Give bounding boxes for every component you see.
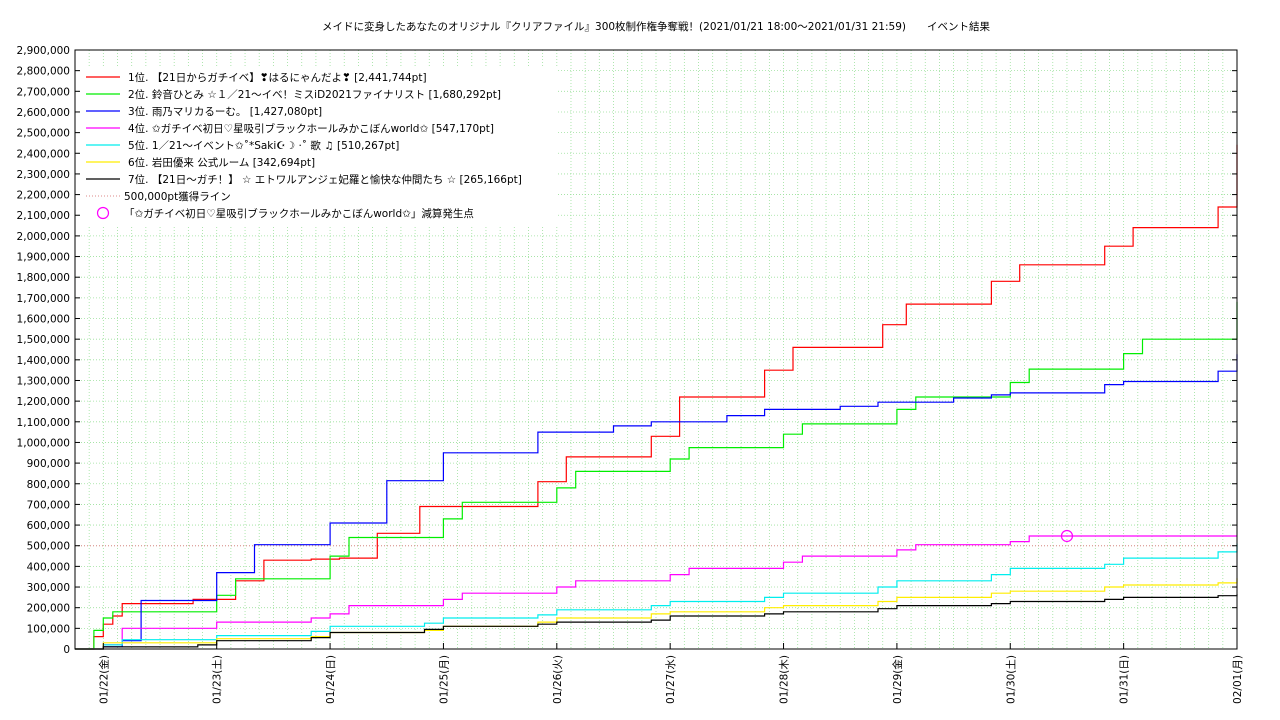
y-tick-label: 800,000 <box>27 479 70 491</box>
legend-swatch-marker <box>96 206 110 220</box>
series-line-5 <box>75 543 1238 650</box>
legend-label-reference: 500,000pt獲得ライン <box>124 190 231 203</box>
y-axis: 0 100,000 200,000 300,000 400,000 500,000 600,… <box>17 45 1237 656</box>
legend-label-6: 6位. 岩田優来 公式ルーム [342,694pt] <box>128 156 315 169</box>
y-tick-label: 1,400,000 <box>17 355 70 367</box>
series-line-3 <box>75 354 1238 650</box>
plot-frame <box>74 49 1238 650</box>
y-tick-label: 1,000,000 <box>17 437 70 449</box>
legend-label-2: 2位. 鈴音ひとみ ☆１／21〜イベ！ミスiD2021ファイナリスト [1,68… <box>128 88 501 101</box>
y-tick-label: 600,000 <box>27 520 70 532</box>
legend: 1位. 【21日からガチイベ】❣はるにゃんだよ❣ [2,441,744pt] 2位… <box>80 66 558 226</box>
y-tick-label: 100,000 <box>27 623 70 635</box>
series-line-7 <box>75 594 1238 650</box>
x-tick-label: 01/22(金) <box>97 655 110 704</box>
series-line-4 <box>75 535 1237 650</box>
y-tick-label: 700,000 <box>27 499 70 511</box>
y-tick-label: 2,300,000 <box>17 169 70 181</box>
x-tick-label: 01/27(水) <box>665 655 677 704</box>
x-tick-label: 01/30(土) <box>1004 655 1017 704</box>
legend-label-3: 3位. 雨乃マリカるーむ。 [1,427,080pt] <box>128 105 322 118</box>
y-tick-label: 900,000 <box>27 458 70 470</box>
y-tick-label: 2,400,000 <box>17 148 70 160</box>
legend-label-1: 1位. 【21日からガチイベ】❣はるにゃんだよ❣ [2,441,744pt] <box>128 71 427 84</box>
deduction-marker <box>1060 529 1074 543</box>
x-tick-label: 01/23(土) <box>211 655 224 704</box>
legend-label-marker: 「✩ガチイベ初日♡星吸引ブラックホールみかこぼんworld✩」減算発生点 <box>124 207 474 220</box>
legend-label-7: 7位. 【21日〜ガチ！】 ☆ エトワルアンジェ妃羅と愉快な仲間たち ☆ [26… <box>128 173 522 186</box>
y-tick-label: 2,600,000 <box>17 107 70 119</box>
x-tick-label: 01/24(日) <box>325 655 337 704</box>
y-tick-label: 2,900,000 <box>17 45 70 57</box>
legend-background <box>80 66 558 226</box>
x-tick-label: 01/26(火) <box>552 655 564 704</box>
y-tick-label: 2,700,000 <box>17 86 70 98</box>
y-tick-label: 2,500,000 <box>17 128 70 140</box>
x-tick-label: 01/28(木) <box>779 655 791 704</box>
y-tick-label: 1,300,000 <box>17 375 70 387</box>
y-tick-label: 2,100,000 <box>17 210 70 222</box>
y-tick-label: 1,600,000 <box>17 314 70 326</box>
x-axis: 01/22(金) 01/23(土) 01/24(日) 01/25(月) 01/26(火)… <box>97 643 1244 704</box>
y-tick-label: 1,500,000 <box>17 334 70 346</box>
y-tick-label: 1,200,000 <box>17 396 70 408</box>
x-tick-label: 01/29(金) <box>891 655 904 704</box>
series-group <box>75 144 1238 650</box>
y-tick-label: 300,000 <box>27 582 70 594</box>
y-tick-label: 1,800,000 <box>17 272 70 284</box>
y-tick-label: 400,000 <box>27 561 70 573</box>
x-tick-label: 01/25(月) <box>438 655 450 704</box>
x-tick-label: 02/01(月) <box>1232 655 1244 704</box>
series-line-6 <box>75 578 1238 650</box>
y-tick-label: 500,000 <box>27 541 70 553</box>
y-tick-label: 2,800,000 <box>17 66 70 78</box>
y-tick-label: 0 <box>63 644 70 656</box>
y-tick-label: 2,000,000 <box>17 231 70 243</box>
y-tick-label: 1,100,000 <box>17 417 70 429</box>
y-tick-label: 200,000 <box>27 603 70 615</box>
y-tick-label: 1,900,000 <box>17 252 70 264</box>
legend-label-5: 5位. 1／21〜イベント✩˚*Saki☪︎☽ ‧˚ 歌 ♫ [510,267p… <box>128 139 399 152</box>
y-tick-label: 1,700,000 <box>17 293 70 305</box>
series-line-1 <box>75 144 1238 650</box>
legend-label-4: 4位. ✩ガチイベ初日♡星吸引ブラックホールみかこぼんworld✩ [547,1… <box>128 122 494 135</box>
chart-title: メイドに変身したあなたのオリジナル『クリアファイル』300枚制作権争奪戦！(20… <box>322 20 990 33</box>
marker-group <box>1060 529 1074 543</box>
y-tick-label: 2,200,000 <box>17 190 70 202</box>
x-tick-label: 01/31(日) <box>1119 655 1131 704</box>
